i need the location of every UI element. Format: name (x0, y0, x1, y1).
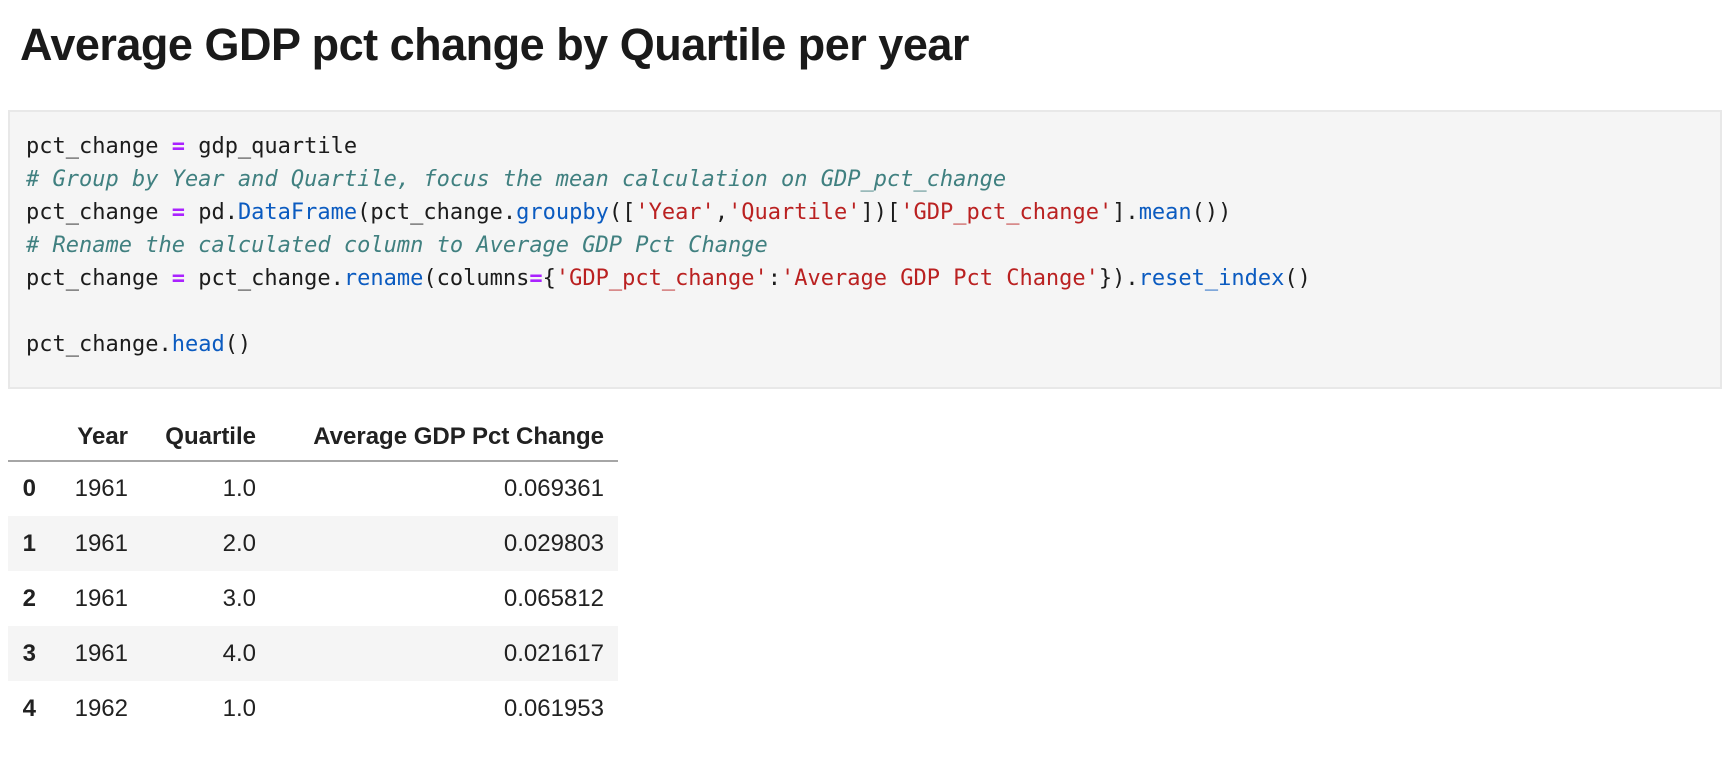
table-cell: 0.021617 (503, 639, 604, 667)
row-index: 1 (22, 529, 36, 557)
code-token-plain: { (542, 266, 556, 291)
table-cell: 1962 (74, 694, 128, 722)
code-token-comment: # Rename the calculated column to Averag… (26, 233, 768, 258)
code-token-op: = (171, 200, 185, 225)
column-header-2: Average GDP Pct Change (270, 413, 618, 462)
table-cell: 1961 (74, 529, 128, 557)
column-header-1: Quartile (142, 413, 270, 462)
code-token-op: = (171, 134, 185, 159)
code-token-plain: pct_change (26, 266, 172, 291)
table-cell: 1.0 (222, 475, 256, 502)
column-header-index (8, 413, 50, 462)
table-cell: 2.0 (222, 529, 256, 557)
table-cell: 3.0 (222, 584, 256, 612)
code-token-plain: () (224, 332, 252, 357)
code-line-0: pct_change = gdp_quartile (26, 130, 1704, 163)
row-index: 2 (22, 584, 36, 612)
code-token-string: 'GDP_pct_change' (555, 266, 768, 291)
code-token-plain: (columns (423, 266, 530, 291)
table-cell: 1961 (74, 584, 128, 612)
code-token-func: DataFrame (237, 200, 358, 225)
code-line-4: pct_change = pct_change.rename(columns={… (26, 262, 1704, 295)
code-token-func: head (171, 332, 225, 357)
code-token-plain: ])[ (860, 200, 901, 225)
code-token-plain: pct_change. (26, 332, 172, 357)
code-line-1: # Group by Year and Quartile, focus the … (26, 163, 1704, 196)
table-cell: 0.061953 (503, 694, 604, 722)
table-row: 0 1961 1.0 0.069361 (8, 461, 618, 516)
column-header-0: Year (50, 413, 142, 462)
code-token-plain: pct_change. (184, 266, 344, 291)
dataframe-table: Year Quartile Average GDP Pct Change 0 1961… (8, 413, 618, 736)
code-line-6: pct_change.head() (26, 328, 1704, 361)
code-token-string: 'GDP_pct_change' (900, 200, 1113, 225)
code-token-comment: # Group by Year and Quartile, focus the … (26, 167, 1007, 192)
code-token-func: rename (343, 266, 424, 291)
code-token-plain: pd. (184, 200, 238, 225)
code-token-plain: gdp_quartile (184, 134, 358, 159)
code-token-string: 'Average GDP Pct Change' (781, 266, 1099, 291)
dataframe-body: 0 1961 1.0 0.069361 1 1961 2.0 0.029803 2 1961 3.0… (8, 461, 618, 736)
code-line-3: # Rename the calculated column to Averag… (26, 229, 1704, 262)
dataframe-output: Year Quartile Average GDP Pct Change 0 1961… (8, 413, 1722, 736)
code-token-string: 'Year' (635, 200, 715, 225)
table-row: 2 1961 3.0 0.065812 (8, 571, 618, 626)
code-token-plain: ()) (1191, 200, 1232, 225)
code-token-plain: pct_change (26, 134, 172, 159)
table-cell: 1.0 (222, 694, 256, 722)
code-token-func: reset_index (1138, 266, 1285, 291)
page-title: Average GDP pct change by Quartile per y… (20, 19, 969, 70)
dataframe-header-row: Year Quartile Average GDP Pct Change (8, 413, 618, 462)
code-token-plain: pct_change (26, 200, 172, 225)
table-row: 1 1961 2.0 0.029803 (8, 516, 618, 571)
table-cell: 0.069361 (503, 475, 604, 502)
code-token-op: = (529, 266, 543, 291)
table-cell: 1961 (74, 639, 128, 667)
code-token-plain: : (767, 266, 782, 291)
code-line-5 (26, 295, 1704, 328)
code-token-plain: (pct_change. (357, 200, 517, 225)
code-token-string: 'Quartile' (728, 200, 861, 225)
table-row: 4 1962 1.0 0.061953 (8, 681, 618, 736)
code-token-func: mean (1138, 200, 1192, 225)
code-token-plain: ]. (1112, 200, 1139, 225)
code-token-plain: ([ (608, 200, 636, 225)
code-token-plain: , (714, 200, 729, 225)
code-token-plain: () (1284, 266, 1311, 291)
table-cell: 1961 (74, 475, 128, 502)
table-row: 3 1961 4.0 0.021617 (8, 626, 618, 681)
code-token-func: groupby (516, 200, 609, 225)
code-token-op: = (171, 266, 185, 291)
table-cell: 0.029803 (503, 529, 604, 557)
code-cell-editor[interactable]: pct_change = gdp_quartile # Group by Year… (8, 110, 1722, 389)
row-index: 0 (22, 475, 36, 502)
row-index: 4 (22, 694, 36, 722)
row-index: 3 (22, 639, 36, 667)
code-line-2: pct_change = pd.DataFrame(pct_change.gro… (26, 196, 1704, 229)
code-token-plain: }). (1098, 266, 1139, 291)
table-cell: 4.0 (222, 639, 256, 667)
table-cell: 0.065812 (503, 584, 604, 612)
